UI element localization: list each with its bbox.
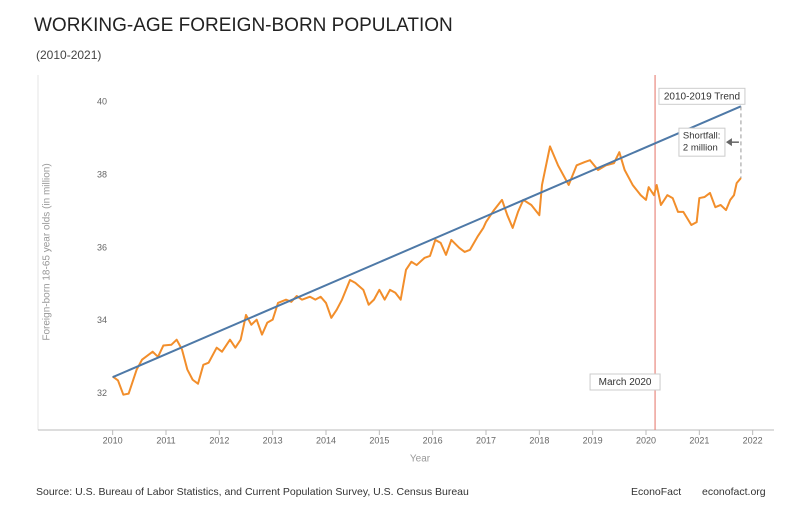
- y-tick-label: 40: [97, 97, 107, 107]
- x-tick-label: 2021: [689, 435, 709, 445]
- event-label: March 2020: [599, 377, 652, 388]
- x-tick-label: 2018: [529, 435, 549, 445]
- source-note: Source: U.S. Bureau of Labor Statistics,…: [36, 486, 469, 498]
- event-label-box: [589, 373, 661, 391]
- brand-url: econofact.org: [702, 486, 766, 498]
- brand: EconoFact: [631, 486, 681, 498]
- x-tick-label: 2010: [103, 435, 123, 445]
- y-tick-label: 34: [97, 315, 107, 325]
- series-line: [112, 145, 742, 396]
- x-tick-label: 2017: [476, 435, 496, 445]
- y-tick-label: 32: [97, 388, 107, 398]
- series-line: [112, 105, 742, 379]
- x-tick-label: 2015: [369, 435, 389, 445]
- y-tick-label: 36: [97, 242, 107, 252]
- x-tick-label: 2022: [743, 435, 763, 445]
- x-axis-title: Year: [410, 454, 431, 465]
- shortfall-label: 2 million: [683, 143, 718, 154]
- y-axis-title: Foreign-born 18-65 year olds (in million…: [42, 163, 53, 340]
- chart-subtitle: (2010-2021): [36, 48, 101, 62]
- shortfall-label: Shortfall:: [683, 131, 721, 142]
- x-tick-label: 2011: [156, 435, 175, 445]
- x-tick-label: 2013: [263, 435, 283, 445]
- shortfall-arrowhead: [725, 138, 732, 147]
- x-tick-label: 2019: [583, 435, 603, 445]
- trend-label-box: [658, 87, 746, 105]
- x-tick-label: 2014: [316, 435, 336, 445]
- chart-title: WORKING-AGE FOREIGN-BORN POPULATION: [34, 15, 453, 36]
- y-tick-label: 38: [97, 170, 107, 180]
- shortfall-box: [678, 127, 726, 157]
- legend-label: 2010-2019 Trend: [664, 91, 740, 102]
- x-tick-label: 2020: [636, 435, 656, 445]
- x-tick-label: 2016: [423, 435, 443, 445]
- x-tick-label: 2012: [209, 435, 229, 445]
